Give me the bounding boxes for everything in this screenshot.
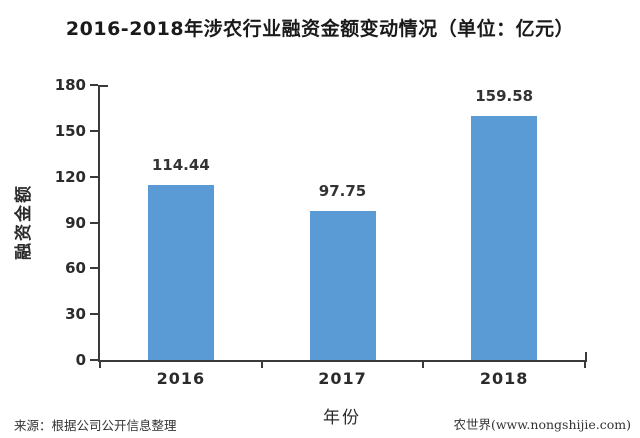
x-tick-mark bbox=[99, 362, 101, 368]
x-tick-mark bbox=[260, 362, 263, 368]
x-category-label: 2016 bbox=[156, 369, 206, 388]
y-tick-mark bbox=[90, 313, 98, 316]
bar bbox=[147, 185, 214, 360]
y-axis-end-tick bbox=[100, 85, 108, 87]
y-tick-label: 180 bbox=[54, 76, 86, 94]
x-tick-mark bbox=[422, 362, 425, 368]
y-tick-mark bbox=[90, 359, 98, 361]
x-axis-end-tick bbox=[585, 352, 587, 360]
y-tick-mark bbox=[90, 129, 98, 132]
bar bbox=[309, 210, 376, 360]
y-tick-label: 90 bbox=[65, 213, 86, 232]
bar bbox=[471, 116, 538, 360]
y-tick-mark bbox=[90, 84, 98, 86]
bar-value-label: 114.44 bbox=[151, 156, 210, 175]
bar-value-label: 159.58 bbox=[475, 87, 534, 106]
x-category-label: 2018 bbox=[479, 369, 529, 388]
x-axis-line bbox=[98, 360, 587, 362]
y-tick-mark bbox=[90, 221, 98, 224]
y-tick-mark bbox=[90, 175, 98, 178]
y-tick-mark bbox=[90, 267, 98, 270]
x-axis-title: 年份 bbox=[323, 408, 361, 428]
y-tick-label: 150 bbox=[54, 121, 86, 140]
y-tick-label: 30 bbox=[65, 305, 86, 324]
y-tick-label: 120 bbox=[54, 167, 86, 186]
x-category-label: 2017 bbox=[318, 369, 367, 388]
y-tick-label: 0 bbox=[75, 351, 86, 369]
y-tick-label: 60 bbox=[65, 259, 86, 278]
chart-title: 2016-2018年涉农行业融资金额变动情况（单位：亿元） bbox=[65, 18, 575, 40]
bar-value-label: 97.75 bbox=[318, 181, 367, 200]
watermark: 农世界(www.nongshijie.com) bbox=[453, 417, 631, 432]
y-axis-line bbox=[98, 85, 100, 362]
x-tick-mark bbox=[584, 362, 586, 368]
source-note: 来源：根据公司公开信息整理 bbox=[14, 418, 177, 433]
